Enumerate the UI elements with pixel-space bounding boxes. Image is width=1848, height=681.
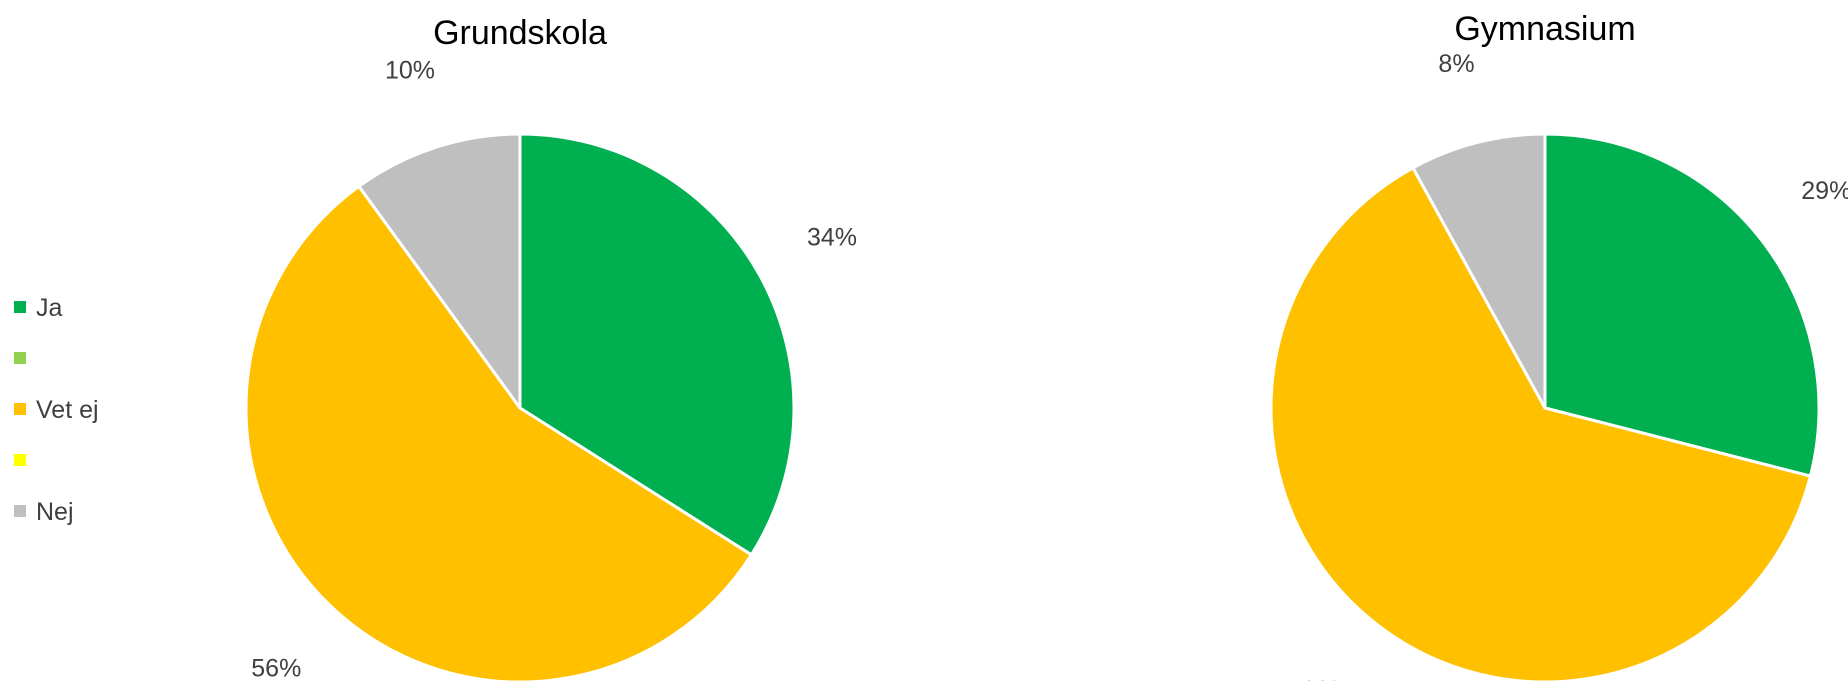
legend-label-2: Vet ej <box>36 396 99 424</box>
pie-slice-0-2 <box>244 184 753 681</box>
pie-slice-1-4 <box>1411 132 1547 410</box>
pie-chart-grundskola: 34% 56% 10% Grundskola <box>244 14 857 681</box>
pie-slice-1-0 <box>1543 132 1821 478</box>
legend-swatch-2 <box>14 403 26 415</box>
pie-slice-0-4 <box>357 132 522 410</box>
legend-swatch-0 <box>14 301 26 313</box>
data-label-0-0: 34% <box>807 224 857 252</box>
chart-title-grundskola: Grundskola <box>433 14 607 52</box>
legend-swatch-3 <box>14 454 26 466</box>
chart-title-gymnasium: Gymnasium <box>1454 10 1635 48</box>
legend-swatch-1 <box>14 352 26 364</box>
legend: Ja Vet ej Nej <box>14 294 99 526</box>
pie-slice-0-0 <box>518 132 796 557</box>
data-label-1-4: 8% <box>1438 50 1474 78</box>
pie-chart-gymnasium: 29% 63% 8%Gymnasium <box>1269 10 1848 681</box>
data-label-1-0: 29% <box>1801 177 1848 205</box>
data-label-0-4: 10% <box>385 56 435 84</box>
pie-slice-1-2 <box>1269 166 1812 681</box>
legend-label-0: Ja <box>36 294 63 322</box>
legend-label-4: Nej <box>36 498 74 526</box>
legend-swatch-4 <box>14 505 26 517</box>
data-label-0-2: 56% <box>251 655 301 681</box>
data-label-1-2: 63% <box>1302 676 1352 681</box>
